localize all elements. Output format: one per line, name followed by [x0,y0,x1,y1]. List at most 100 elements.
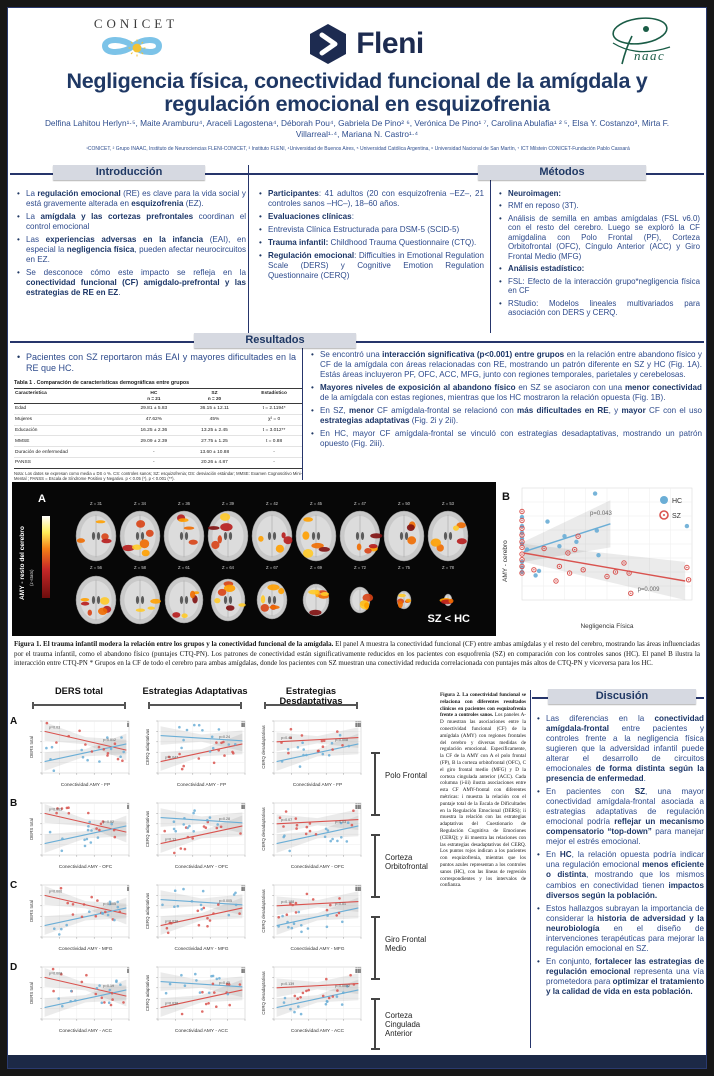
section-header-discusion: Discusión [548,689,696,704]
svg-text:iii: iii [355,804,361,811]
svg-text:iii: iii [355,886,361,893]
scatter-plot-D-iii: p=0.139 p=0.0002 iii CERQ desadaptativas Con… [258,962,364,1042]
region-bracket [370,834,380,898]
svg-text:p=0.139: p=0.139 [281,982,294,986]
column-divider [248,165,250,333]
svg-text:p=0.005: p=0.005 [219,899,232,903]
panel-letter: A [10,716,18,727]
svg-text:Conectividad AMY - ACC: Conectividad AMY - ACC [59,1028,113,1034]
svg-text:Z = 31: Z = 31 [90,501,103,506]
svg-text:AMY - resto del cerebro: AMY - resto del cerebro [19,526,26,600]
svg-text:Z = 56: Z = 56 [90,565,103,570]
svg-text:p=0.28: p=0.28 [219,817,230,821]
svg-text:p=0.006: p=0.006 [49,889,62,893]
region-bracket [370,998,380,1050]
svg-text:CERQ desadaptativas: CERQ desadaptativas [261,888,266,932]
scatter-plot-D-i: p=0.008 p=0.19 i DERS total Conectividad AMY… [26,962,132,1042]
svg-text:p=0.45: p=0.45 [219,981,230,985]
bullet-item: La amígdala y las cortezas prefrontales … [16,212,246,232]
svg-text:Conectividad AMY - OFC: Conectividad AMY - OFC [59,864,113,870]
bullet-item: Regulación emocional: Difficulties in Em… [258,251,484,281]
region-bracket [370,916,380,980]
svg-text:B: B [502,491,510,503]
grid-column-header: Estrategias Desdaptativas [279,686,343,706]
bullet-item: Trauma infantil: Childhood Trauma Questi… [258,238,484,248]
conicet-wordmark: CONICET [93,16,179,31]
figure1-interaction-plot: p=0.043 p=0.009 HC SZ AMY - cerebro Negligenc… [498,482,704,634]
svg-text:p=0.008: p=0.008 [49,971,62,975]
bullet-item: Neuroimagen: [498,189,700,199]
svg-text:p=0.24: p=0.24 [219,735,230,739]
svg-text:p=0.07: p=0.07 [281,818,292,822]
svg-text:p=0.038: p=0.038 [165,920,178,924]
resultados-left-list: Pacientes con SZ reportaron más EAI y ma… [16,352,296,378]
svg-text:CERQ desadaptativas: CERQ desadaptativas [261,724,266,768]
svg-text:Z = 58: Z = 58 [134,565,147,570]
bullet-item: Pacientes con SZ reportaron más EAI y ma… [16,352,296,375]
region-label: Polo Frontal [385,771,428,780]
svg-text:Z = 75: Z = 75 [398,565,411,570]
svg-text:HC: HC [672,498,682,505]
section-rule [10,341,704,343]
metodos-col1-list: Participantes: 41 adultos (20 con esquiz… [258,189,484,284]
figure2-grid: DERS total Estrategias Adaptativas Estrate… [8,686,438,1052]
tabla1-container: Tabla 1 . Comparación de características… [14,380,302,482]
svg-text:Conectividad AMY - FP: Conectividad AMY - FP [293,782,343,788]
inaac-scribble-icon: naac [612,17,671,65]
svg-text:p=0.012: p=0.012 [103,738,116,742]
page-title: Negligencia física, conectividad funcion… [66,69,648,116]
region-bracket [370,752,380,816]
svg-text:p=0.01: p=0.01 [335,902,346,906]
bullet-item: En conjunto, fortalecer las estrategias … [536,957,704,997]
inaac-logo: naac [582,14,692,68]
svg-text:DERS total: DERS total [29,818,34,840]
section-header-introduccion: Introducción [53,165,205,180]
footer-bar [8,1055,706,1068]
svg-text:Z = 67: Z = 67 [266,565,279,570]
svg-text:Z = 50: Z = 50 [398,501,411,506]
scatter-plot-D-ii: p=0.038 p=0.45 ii CERQ adaptativas Conectivi… [142,962,248,1042]
svg-text:Z = 64: Z = 64 [222,565,235,570]
region-label: Corteza Orbitofrontal [385,853,428,871]
bracket-line [148,701,242,709]
svg-text:ii: ii [241,968,245,975]
svg-text:Z = 42: Z = 42 [266,501,279,506]
svg-text:Z = 47: Z = 47 [354,501,367,506]
section-rule [10,173,704,175]
svg-text:p=0.13: p=0.13 [165,838,176,842]
conicet-infinity-icon [102,37,162,57]
svg-text:CERQ adaptativas: CERQ adaptativas [145,892,150,929]
svg-text:Conectividad AMY - FP: Conectividad AMY - FP [177,782,227,788]
tabla1-table: Característica HC n = 21 SZ n = 20 Estadístic… [14,388,302,469]
svg-text:p=0.008: p=0.008 [335,738,348,742]
svg-text:SZ: SZ [672,513,682,520]
scatter-plot-A-iii: p=0.43 p=0.008 iii CERQ desadaptativas Conec… [258,716,364,796]
svg-text:Z = 61: Z = 61 [178,565,191,570]
svg-text:Z = 53: Z = 53 [442,501,455,506]
metodos-col2-list: Neuroimagen: RMf en reposo (3T). Análisis … [498,189,700,321]
svg-text:p=0.03: p=0.03 [335,820,346,824]
svg-text:CERQ desadaptativas: CERQ desadaptativas [261,970,266,1014]
svg-text:Conectividad AMY - MFG: Conectividad AMY - MFG [174,946,228,952]
bullet-item: Las experiencias adversas en la infancia… [16,235,246,265]
svg-text:DERS total: DERS total [29,736,34,758]
svg-text:Z = 72: Z = 72 [354,565,367,570]
panel-letter: B [10,798,18,809]
svg-text:ii: ii [241,804,245,811]
fleni-wordmark: Fleni [356,27,424,60]
svg-text:i: i [127,886,129,893]
bullet-item: Estos hallazgos subrayan la importancia … [536,904,704,954]
svg-text:Conectividad AMY - OFC: Conectividad AMY - OFC [291,864,345,870]
figure1-brain-panel: A AMY - resto del cerebro (z-stats) Z = 31 Z… [12,482,496,636]
svg-text:CERQ adaptativas: CERQ adaptativas [145,810,150,847]
scatter-plot-C-iii: p=0.188 p=0.01 iii CERQ desadaptativas Conec… [258,880,364,960]
section-header-metodos: Métodos [478,165,646,180]
bullet-item: En HC, la relación opuesta podría indica… [536,850,704,900]
bracket-line [264,701,358,709]
resultados-right-list: Se encontró una interacción significativ… [310,350,702,452]
scatter-plot-C-ii: p=0.038 p=0.005 ii CERQ adaptativas Conectiv… [142,880,248,960]
svg-text:Conectividad AMY - MFG: Conectividad AMY - MFG [290,946,344,952]
scatter-plot-A-i: p=0.03 p=0.012 i DERS total Conectividad AMY… [26,716,132,796]
svg-text:p=0.02: p=0.02 [103,820,114,824]
authors-line: Delfina Lahitou Herlyn¹·⁵, Maite Arambur… [44,118,670,140]
